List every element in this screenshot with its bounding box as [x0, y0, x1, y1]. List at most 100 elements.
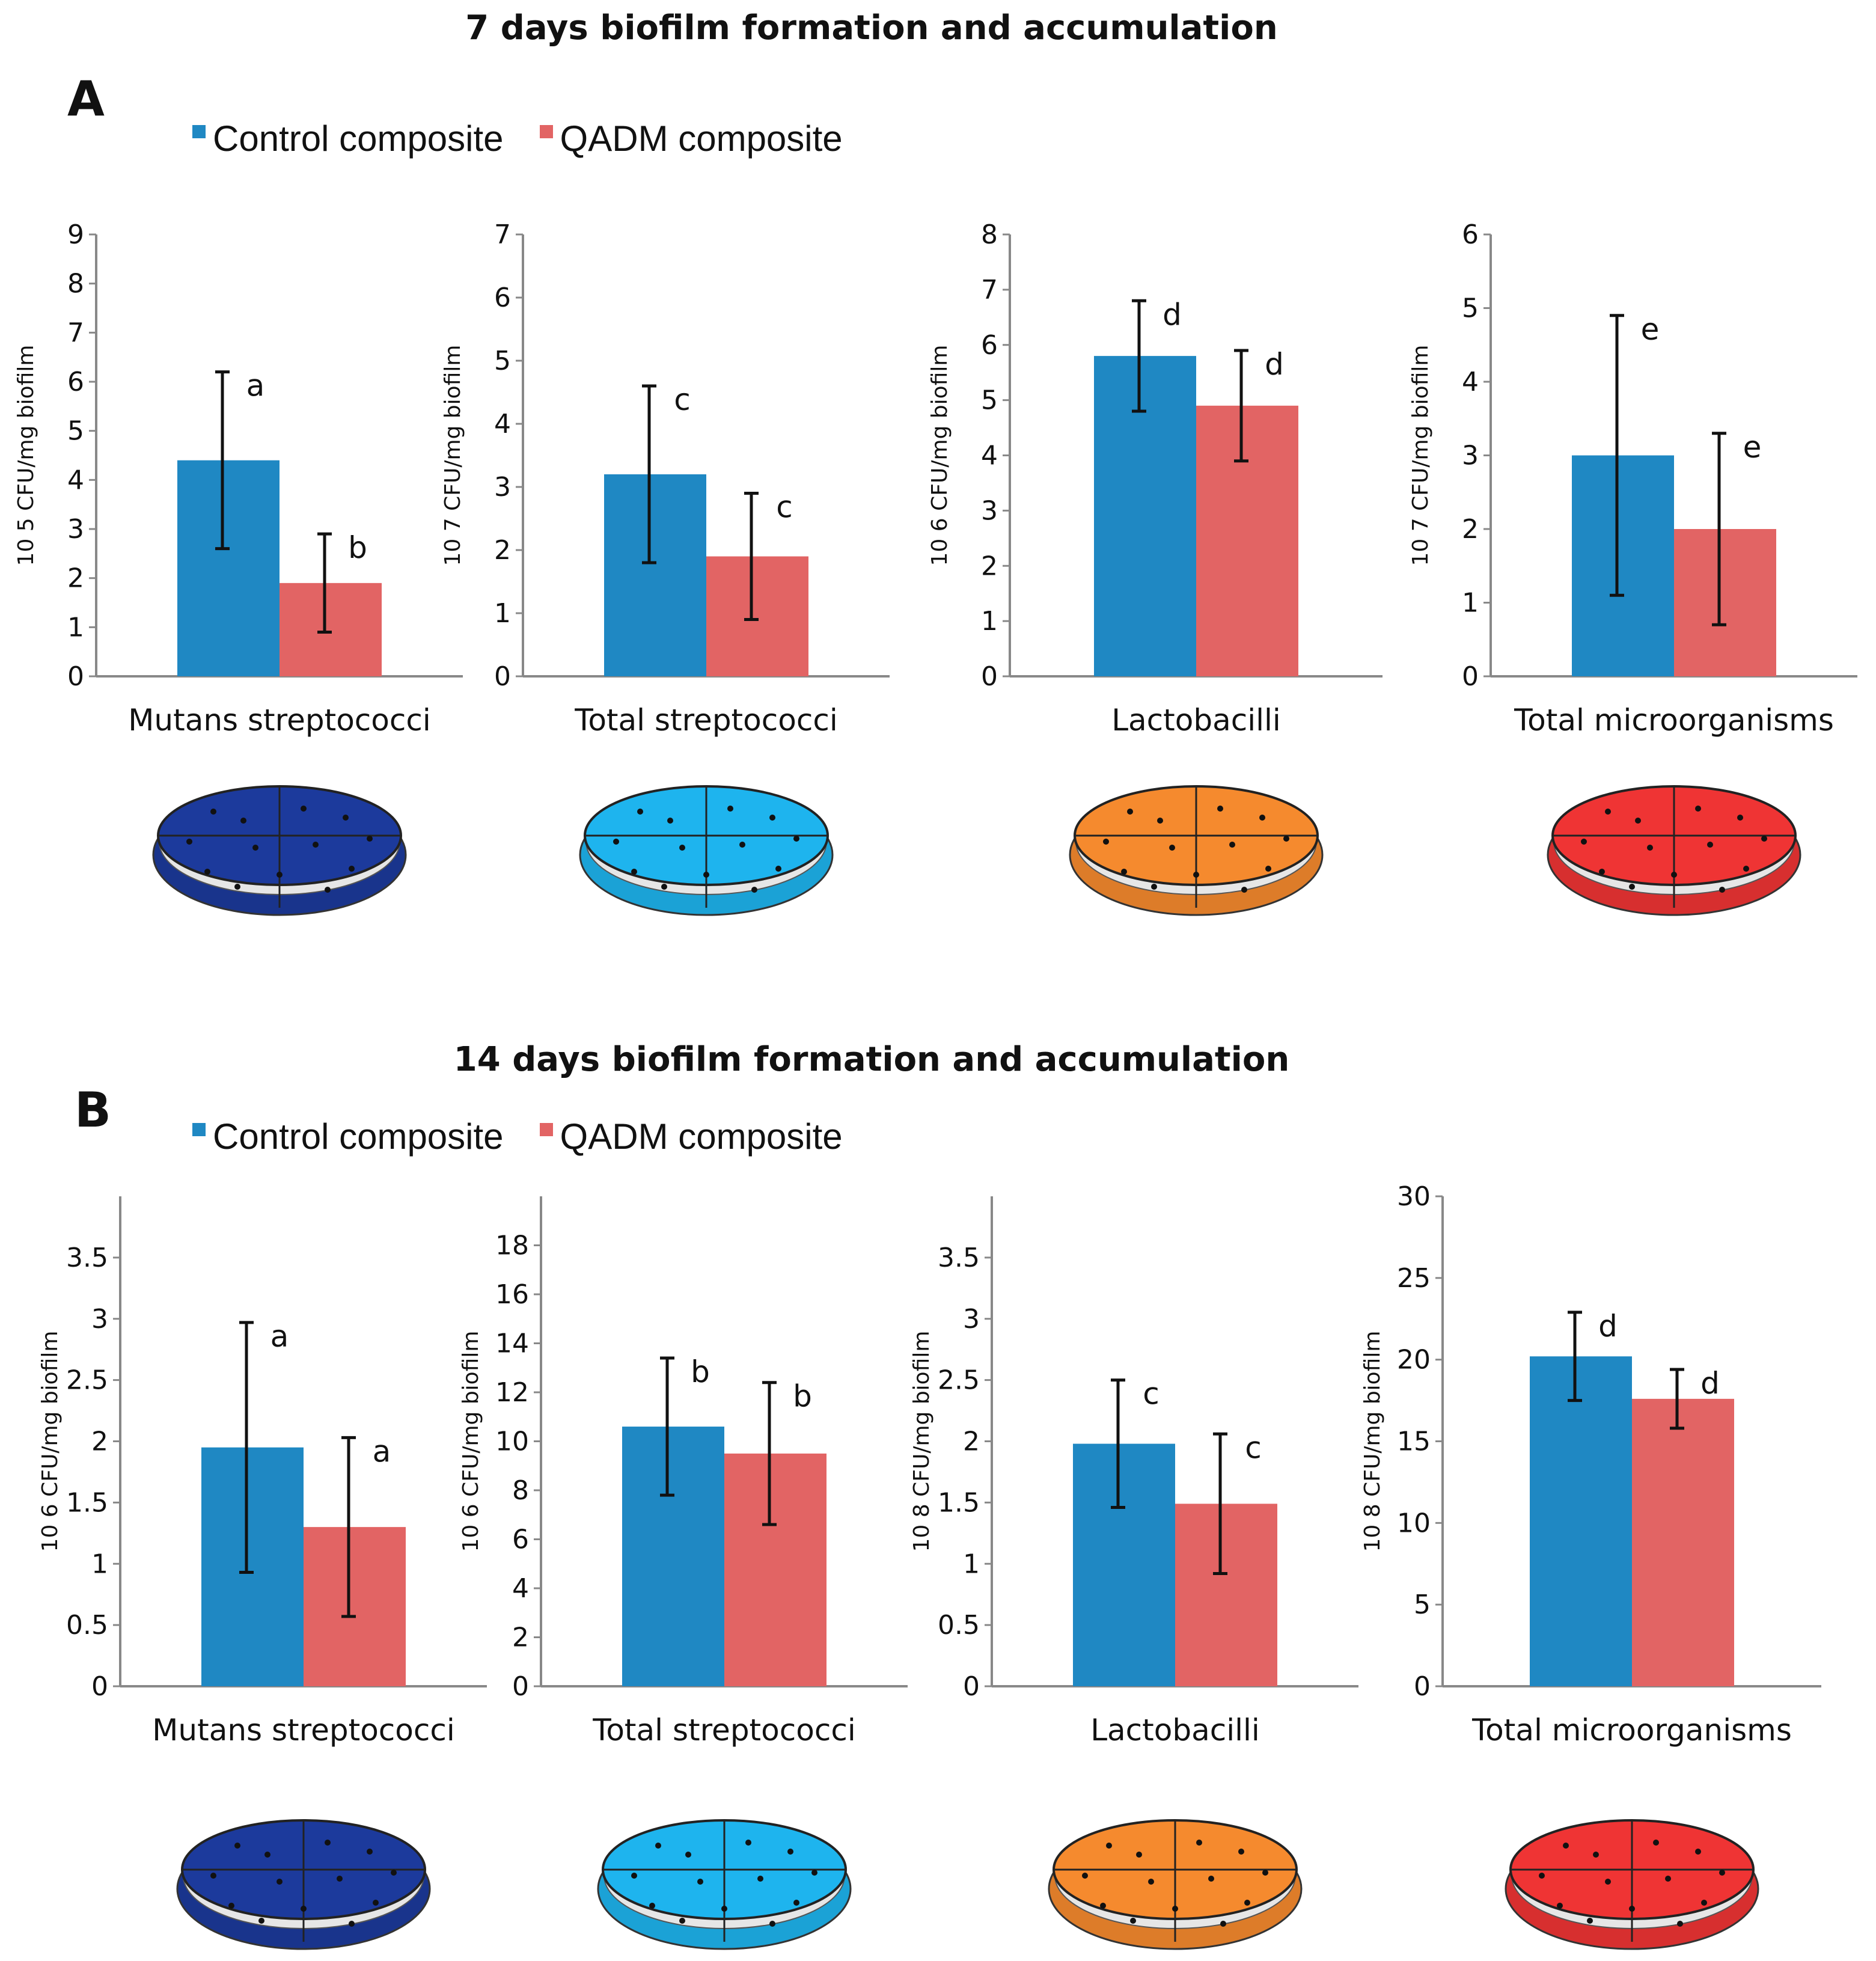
y-tick-label: 5 [67, 416, 84, 447]
plate-colony [325, 887, 331, 893]
plate-colony [258, 1918, 264, 1924]
plate-colony [769, 1921, 775, 1927]
significance-label: e [1743, 430, 1762, 465]
panel-b-letter: B [75, 1082, 111, 1138]
plate-colony [1605, 1879, 1611, 1885]
y-tick-label: 14 [495, 1329, 529, 1359]
y-tick-label: 3.5 [938, 1243, 980, 1273]
plate-colony [234, 884, 240, 890]
y-tick-label: 1 [1462, 588, 1479, 619]
chart-b-4: 0 5 10 15 20 25 30 10 8 CFU/mg biofilm d d Total m… [1360, 1181, 1821, 1748]
plate-colony [649, 1903, 655, 1909]
plate-colony [1259, 815, 1265, 821]
plate-colony [1695, 806, 1701, 812]
y-tick-label: 4 [1462, 367, 1479, 397]
plate-colony [277, 1879, 283, 1885]
plate-colony [349, 866, 355, 872]
plate-colony [697, 1879, 703, 1885]
y-axis-title: 10 6 CFU/mg biofilm [927, 345, 952, 566]
category-label: Mutans streptococci [128, 703, 430, 738]
bar-qadm [706, 556, 808, 676]
plate-colony [1196, 1840, 1202, 1846]
plate-colony [240, 818, 246, 824]
plate-colony [1106, 1843, 1112, 1849]
plate-colony [1761, 836, 1767, 842]
legend-control-label: Control composite [213, 118, 504, 159]
y-tick-label: 2 [494, 535, 511, 566]
plate-colony [277, 872, 283, 878]
y-tick-label: 0 [963, 1671, 980, 1702]
plate-colony [1599, 869, 1605, 875]
y-tick-label: 3 [91, 1304, 108, 1335]
plate-colony [1148, 1879, 1154, 1885]
plate-colony [1169, 845, 1175, 851]
y-tick-label: 3 [67, 514, 84, 545]
significance-label: a [373, 1434, 391, 1469]
y-axis-title: 10 6 CFU/mg biofilm [459, 1331, 483, 1552]
plate-colony [264, 1852, 270, 1858]
bar-qadm [280, 583, 382, 676]
chart-a-1: 0 1 2 3 4 5 6 7 8 9 10 5 CFU/mg biofilm a b Mutans st… [14, 219, 463, 738]
y-tick-label: 1 [494, 598, 511, 629]
y-tick-label: 6 [512, 1525, 529, 1555]
plate-colony [367, 1849, 373, 1855]
plate-colony [301, 1906, 307, 1912]
bar-qadm [304, 1527, 406, 1686]
plate-colony [1743, 866, 1749, 872]
plate-colony [1635, 818, 1641, 824]
bar-control [177, 460, 280, 676]
plate-colony [313, 842, 319, 848]
y-tick-label: 16 [495, 1279, 529, 1310]
y-tick-label: 15 [1397, 1427, 1431, 1457]
plate-colony [1557, 1903, 1563, 1909]
plate-colony [1157, 818, 1163, 824]
plate-colony [1719, 1870, 1725, 1876]
plate-colony [1539, 1873, 1545, 1879]
y-tick-label: 4 [494, 409, 511, 439]
legend-qadm-swatch [539, 1122, 553, 1136]
legend-qadm: QADM composite [539, 1116, 843, 1157]
y-tick-label: 3.5 [66, 1243, 108, 1273]
significance-label: d [1700, 1366, 1720, 1401]
y-tick-label: 9 [67, 219, 84, 250]
bar-control [604, 474, 706, 676]
y-tick-label: 25 [1397, 1263, 1431, 1294]
y-tick-label: 0.5 [938, 1610, 980, 1641]
plate-colony [811, 1870, 817, 1876]
plate-colony [186, 839, 192, 845]
panel-a-title: 7 days biofilm formation and accumulatio… [465, 8, 1278, 47]
y-tick-label: 3 [981, 495, 998, 526]
plate-colony [1701, 1900, 1707, 1906]
plate-colony [679, 1918, 685, 1924]
bar-qadm [1196, 405, 1298, 676]
y-tick-label: 1 [981, 606, 998, 637]
y-tick-label: 2 [981, 551, 998, 581]
plate-colony [1677, 1921, 1683, 1927]
plate-colony [1136, 1852, 1142, 1858]
plate-colony [373, 1900, 379, 1906]
plate-colony [769, 815, 775, 821]
plate-colony [1671, 872, 1677, 878]
y-tick-label: 0.5 [66, 1610, 108, 1641]
significance-label: c [674, 382, 691, 417]
plate-colony [1229, 842, 1235, 848]
panel-b-title: 14 days biofilm formation and accumulati… [453, 1040, 1290, 1079]
plate-colony [1587, 1918, 1593, 1924]
category-label: Lactobacilli [1090, 1713, 1260, 1748]
y-tick-label: 1.5 [938, 1487, 980, 1518]
plate-colony [1283, 836, 1289, 842]
plate-colony [793, 1900, 799, 1906]
category-label: Mutans streptococci [152, 1713, 454, 1748]
plate-colony [1172, 1906, 1178, 1912]
bar-control [201, 1447, 304, 1686]
bar-control [1530, 1356, 1632, 1686]
y-axis-title: 10 7 CFU/mg biofilm [1408, 345, 1433, 566]
plate-colony [367, 836, 373, 842]
y-tick-label: 7 [494, 219, 511, 250]
plate-colony [1217, 806, 1223, 812]
y-tick-label: 8 [512, 1475, 529, 1506]
y-tick-label: 12 [495, 1377, 529, 1408]
y-tick-label: 7 [67, 317, 84, 348]
plate-colony [210, 809, 216, 815]
plate-colony [793, 836, 799, 842]
